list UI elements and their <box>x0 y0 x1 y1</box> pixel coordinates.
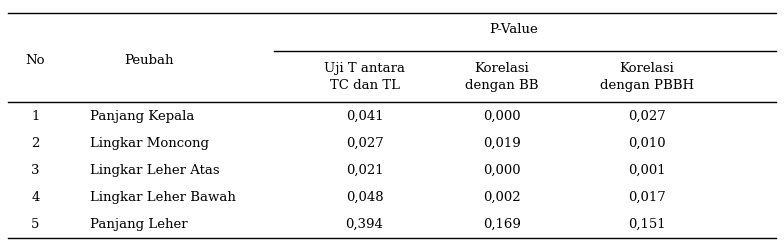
Text: 0,041: 0,041 <box>346 110 383 122</box>
Text: 1: 1 <box>31 110 39 122</box>
Text: Panjang Leher: Panjang Leher <box>90 218 188 231</box>
Text: 0,001: 0,001 <box>628 164 666 177</box>
Text: 4: 4 <box>31 191 39 204</box>
Text: 0,048: 0,048 <box>346 191 383 204</box>
Text: 0,151: 0,151 <box>628 218 666 231</box>
Text: P-Value: P-Value <box>489 23 538 36</box>
Text: 0,394: 0,394 <box>346 218 383 231</box>
Text: Lingkar Leher Atas: Lingkar Leher Atas <box>90 164 220 177</box>
Text: 0,002: 0,002 <box>483 191 521 204</box>
Text: Peubah: Peubah <box>124 54 174 67</box>
Text: 0,000: 0,000 <box>483 110 521 122</box>
Text: 5: 5 <box>31 218 39 231</box>
Text: 0,027: 0,027 <box>346 137 383 150</box>
Text: Korelasi
dengan PBBH: Korelasi dengan PBBH <box>600 62 694 92</box>
Text: No: No <box>26 54 45 67</box>
Text: 0,017: 0,017 <box>628 191 666 204</box>
Text: 0,000: 0,000 <box>483 164 521 177</box>
Text: 0,021: 0,021 <box>346 164 383 177</box>
Text: Panjang Kepala: Panjang Kepala <box>90 110 194 122</box>
Text: 0,169: 0,169 <box>483 218 521 231</box>
Text: Korelasi
dengan BB: Korelasi dengan BB <box>465 62 539 92</box>
Text: Lingkar Moncong: Lingkar Moncong <box>90 137 209 150</box>
Text: 0,019: 0,019 <box>483 137 521 150</box>
Text: Lingkar Leher Bawah: Lingkar Leher Bawah <box>90 191 236 204</box>
Text: Uji T antara
TC dan TL: Uji T antara TC dan TL <box>324 62 405 92</box>
Text: 0,010: 0,010 <box>628 137 666 150</box>
Text: 2: 2 <box>31 137 39 150</box>
Text: 0,027: 0,027 <box>628 110 666 122</box>
Text: 3: 3 <box>31 164 39 177</box>
